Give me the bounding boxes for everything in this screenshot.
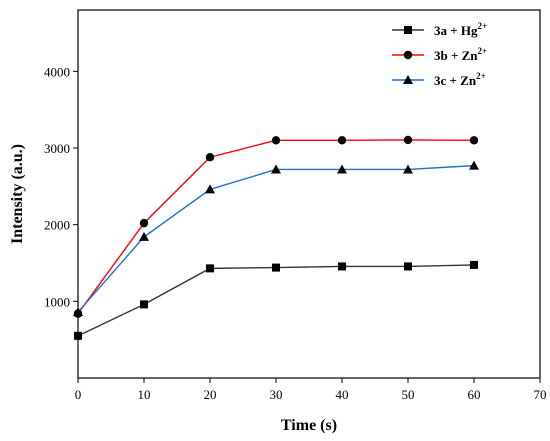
legend-marker (403, 50, 413, 60)
legend-item: 3b + Zn2+ (392, 46, 487, 63)
x-tick-label: 30 (270, 387, 283, 402)
series-1 (74, 260, 478, 340)
series-3 (73, 160, 479, 317)
data-point (272, 263, 280, 272)
y-tick-label: 2000 (44, 218, 70, 233)
x-axis: 0 10 20 30 40 50 60 70 (75, 378, 547, 402)
data-point (205, 153, 215, 162)
data-point (271, 164, 281, 174)
legend-label: 3c + Zn2+ (434, 71, 486, 88)
data-point (337, 136, 347, 145)
data-point (403, 164, 413, 174)
legend: 3a + Hg2+ 3b + Zn2+ 3c + Zn2+ (392, 21, 487, 88)
data-point (404, 262, 412, 271)
legend-label: 3a + Hg2+ (434, 21, 487, 38)
x-tick-label: 60 (468, 387, 481, 402)
data-point (403, 135, 413, 145)
data-point (338, 262, 346, 271)
data-point (206, 264, 214, 273)
legend-marker (403, 75, 413, 84)
series-line (77, 264, 475, 337)
y-tick-label: 1000 (44, 294, 70, 309)
legend-item: 3a + Hg2+ (392, 21, 487, 38)
y-tick-label: 4000 (44, 64, 70, 79)
data-point (205, 184, 215, 194)
data-point (271, 136, 281, 145)
data-point (140, 300, 148, 309)
series-2 (73, 135, 479, 318)
legend-item: 3c + Zn2+ (392, 71, 486, 88)
legend-label: 3b + Zn2+ (434, 46, 487, 63)
y-axis: 1000 2000 3000 4000 (44, 64, 78, 309)
x-axis-title: Time (s) (281, 417, 337, 434)
x-tick-label: 40 (336, 387, 349, 402)
data-point (470, 260, 478, 269)
data-point (139, 231, 149, 241)
data-point (337, 164, 347, 174)
x-tick-label: 0 (75, 387, 82, 402)
x-tick-label: 20 (204, 387, 217, 402)
data-point (469, 136, 479, 145)
legend-marker (404, 26, 412, 34)
data-point (139, 218, 149, 228)
plot-frame (77, 9, 541, 379)
data-point (469, 160, 479, 170)
x-tick-label: 50 (402, 387, 415, 402)
x-tick-label: 70 (534, 387, 547, 402)
y-axis-title: Intensity (a.u.) (9, 144, 26, 244)
data-point (74, 331, 82, 340)
plot-border (77, 9, 541, 379)
y-tick-label: 3000 (44, 141, 70, 156)
series-line (77, 164, 475, 313)
data-point (73, 307, 83, 317)
series-layer (73, 135, 479, 340)
x-tick-label: 10 (138, 387, 151, 402)
